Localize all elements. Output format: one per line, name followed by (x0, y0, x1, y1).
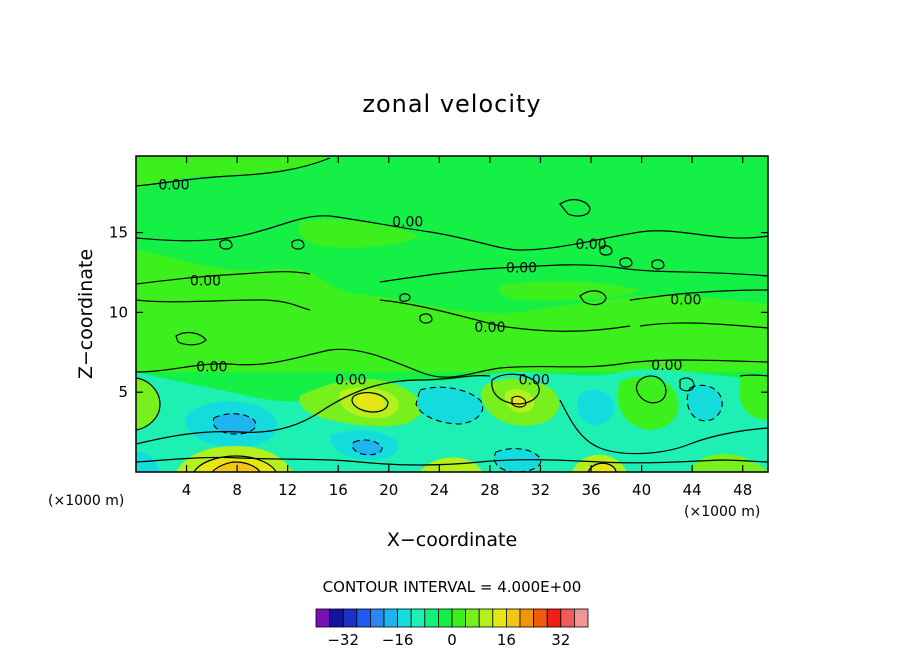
colorbar-swatch (465, 608, 480, 628)
x-axis-unit: (×1000 m) (48, 493, 124, 509)
upper-patch-region (298, 219, 420, 248)
colorbar-swatch (397, 608, 412, 628)
colorbar-tick-label: −32 (327, 631, 359, 649)
lower-positive-region (618, 376, 679, 430)
colorbar-swatch (410, 608, 426, 628)
x-tick-label: 12 (278, 481, 297, 499)
colorbar-swatch (342, 608, 358, 628)
colorbar-swatch (424, 608, 439, 628)
contour-interval-label: CONTOUR INTERVAL = 4.000E+00 (323, 578, 582, 596)
y-axis-unit: (×1000 m) (684, 504, 760, 520)
x-tick-label: 48 (733, 481, 752, 499)
x-tick-label: 32 (531, 481, 550, 499)
contour-value-label: 0.00 (158, 178, 189, 194)
colorbar-swatch (329, 608, 344, 628)
y-tick-label: 10 (109, 303, 128, 321)
colorbar: −32 −16 0 16 32 (315, 608, 589, 649)
x-tick-label: 20 (379, 481, 398, 499)
plot-area: 0.00 0.00 0.00 0.00 0.00 0.00 0.00 0.00 0.00 0.00… (136, 156, 768, 472)
contour-value-label: 0.00 (196, 360, 227, 376)
contour-lines (136, 157, 768, 472)
colorbar-swatch (437, 608, 453, 628)
colorbar-swatch (492, 608, 507, 628)
negative-contour-lines (212, 384, 723, 472)
colorbar-swatch (546, 608, 562, 628)
colorbar-swatch (574, 608, 589, 628)
contour-value-label: 0.00 (190, 273, 221, 289)
lower-positive-region (136, 378, 160, 430)
contour-value-label: 0.00 (519, 372, 550, 388)
contour-value-label: 0.00 (651, 358, 682, 374)
y-axis-label: Z−coordinate (75, 249, 97, 379)
y-tick-label: 15 (109, 224, 128, 242)
y-axis-ticks: 5 10 15 (109, 224, 768, 401)
x-tick-label: 4 (182, 481, 192, 499)
x-tick-label: 44 (683, 481, 702, 499)
strong-core-region (354, 394, 385, 411)
colorbar-swatch (315, 608, 331, 628)
colorbar-swatch (451, 608, 467, 628)
colorbar-swatch (519, 608, 535, 628)
x-axis-label: X−coordinate (387, 529, 517, 551)
bottom-core-region (690, 453, 768, 472)
contour-value-label: 0.00 (474, 320, 505, 336)
colorbar-swatch (356, 608, 371, 628)
x-tick-label: 24 (430, 481, 449, 499)
colorbar-swatch (505, 608, 521, 628)
colorbar-swatch (560, 608, 575, 628)
colorbar-swatch (478, 608, 494, 628)
colorbar-tick-label: 32 (551, 631, 570, 649)
negative-region (577, 389, 615, 425)
x-tick-label: 16 (329, 481, 348, 499)
lower-positive-region (740, 375, 768, 420)
mid-band-region (136, 250, 768, 372)
colorbar-tick-label: −16 (382, 631, 414, 649)
chart-title: zonal velocity (362, 90, 541, 118)
negative-region (352, 440, 382, 455)
x-tick-label: 36 (581, 481, 600, 499)
negative-region (213, 413, 256, 434)
colorbar-swatch (369, 608, 385, 628)
contour-value-label: 0.00 (335, 372, 366, 388)
negative-region (416, 387, 483, 424)
colorbar-tick-label: 16 (497, 631, 516, 649)
upper-patch-region (136, 156, 330, 190)
colorbar-swatch (533, 608, 548, 628)
y-tick-label: 5 (118, 383, 128, 401)
contour-value-label: 0.00 (506, 261, 537, 277)
plot-frame (135, 155, 769, 473)
negative-region (687, 385, 723, 421)
colorbar-swatch (383, 608, 399, 628)
x-tick-label: 8 (232, 481, 242, 499)
contour-value-label: 0.00 (670, 293, 701, 309)
colorbar-tick-label: 0 (447, 631, 457, 649)
x-axis-ticks: 4 8 12 16 20 24 28 32 36 40 44 48 (182, 156, 752, 499)
bottom-core-region (136, 451, 160, 472)
bottom-core-region (588, 463, 616, 472)
contour-value-label: 0.00 (392, 214, 423, 230)
contour-value-label: 0.00 (575, 237, 606, 253)
contour-labels: 0.00 0.00 0.00 0.00 0.00 0.00 0.00 0.00 0.00 0.00… (158, 178, 701, 389)
x-tick-label: 28 (480, 481, 499, 499)
x-tick-label: 40 (632, 481, 651, 499)
